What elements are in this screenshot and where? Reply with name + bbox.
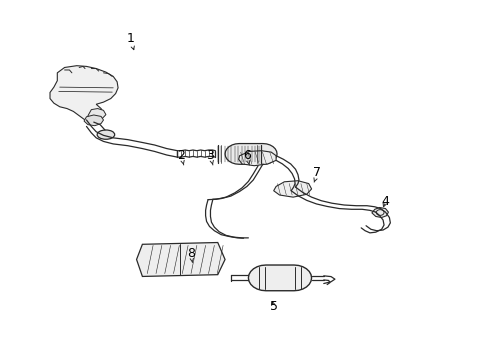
Polygon shape bbox=[84, 115, 103, 126]
Polygon shape bbox=[136, 243, 224, 276]
Ellipse shape bbox=[97, 130, 115, 139]
Text: 7: 7 bbox=[313, 166, 321, 182]
Text: 3: 3 bbox=[206, 149, 214, 165]
Text: 5: 5 bbox=[269, 300, 277, 313]
Text: 8: 8 bbox=[186, 247, 195, 262]
Polygon shape bbox=[238, 151, 276, 166]
Text: 2: 2 bbox=[177, 149, 185, 165]
Polygon shape bbox=[273, 181, 311, 197]
Polygon shape bbox=[371, 207, 387, 217]
Polygon shape bbox=[248, 265, 311, 291]
Text: 4: 4 bbox=[381, 195, 388, 208]
Polygon shape bbox=[50, 66, 118, 121]
Polygon shape bbox=[224, 144, 277, 164]
Text: 1: 1 bbox=[126, 32, 134, 50]
Polygon shape bbox=[88, 109, 106, 120]
Text: 6: 6 bbox=[243, 149, 250, 165]
